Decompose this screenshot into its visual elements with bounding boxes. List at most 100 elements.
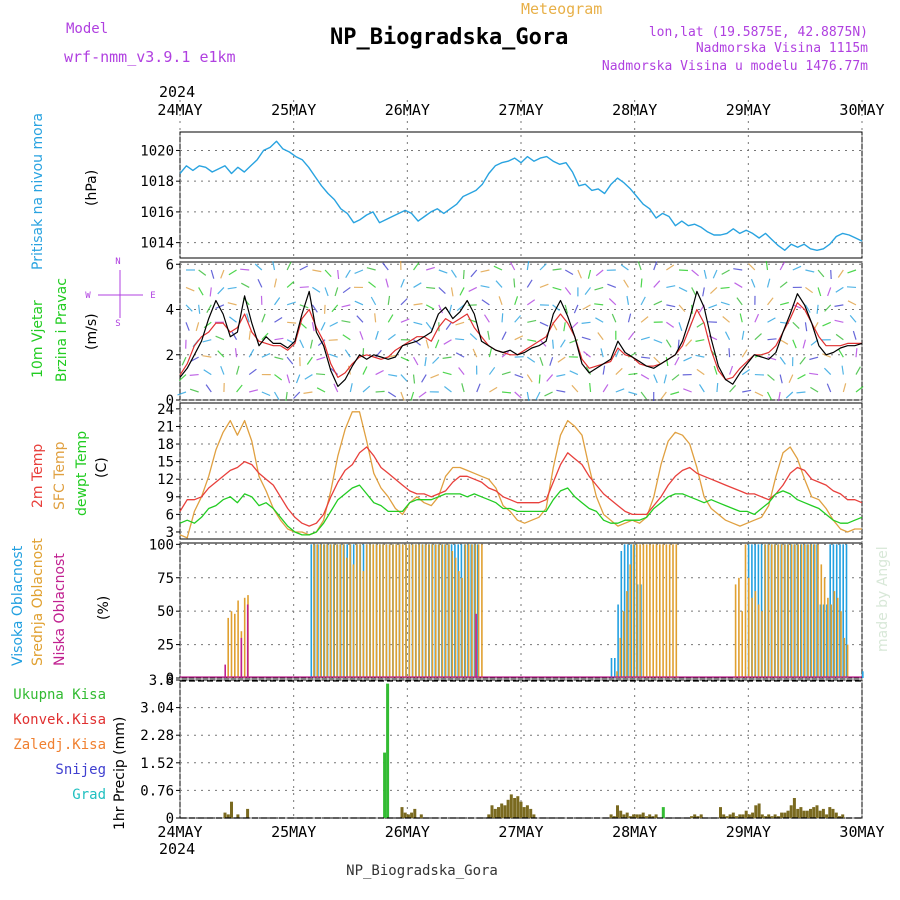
cloud-bar bbox=[474, 544, 477, 678]
wind-barb bbox=[272, 261, 276, 271]
precip-bar bbox=[722, 814, 726, 818]
wind-barb bbox=[328, 339, 338, 341]
y-tick-label: 50 bbox=[157, 604, 174, 620]
wind-barb bbox=[241, 282, 250, 288]
cloud-bar bbox=[633, 544, 636, 678]
x-tick-label-top: 28MAY bbox=[612, 101, 657, 119]
cloud-bar bbox=[833, 591, 836, 678]
wind-barb bbox=[589, 382, 592, 393]
cloud-bar bbox=[475, 613, 477, 678]
wind-barb bbox=[671, 374, 680, 381]
wind-barb bbox=[733, 268, 743, 271]
cloud-bar bbox=[846, 644, 849, 678]
wind-barb bbox=[198, 304, 201, 314]
precip-bar bbox=[770, 816, 774, 818]
cloud-bar bbox=[623, 544, 626, 678]
wind-barb bbox=[235, 365, 240, 375]
wind-barbs bbox=[177, 260, 864, 402]
wind-barb bbox=[345, 269, 351, 279]
wind-barb bbox=[838, 349, 844, 358]
wind-barb bbox=[413, 262, 420, 271]
wind-barb bbox=[594, 303, 604, 306]
dewpt-ylabel: dewpt Temp bbox=[74, 431, 90, 516]
cloud-bar bbox=[741, 611, 743, 678]
wind-barb bbox=[724, 331, 731, 340]
wind-barb bbox=[450, 287, 454, 297]
wind-barb bbox=[202, 355, 212, 358]
cloud-bar bbox=[822, 604, 825, 678]
cloud-bar bbox=[617, 604, 619, 678]
precip-bar bbox=[403, 812, 407, 818]
wind-barb bbox=[299, 286, 309, 289]
cloud-bar bbox=[614, 658, 616, 678]
wind-barb bbox=[678, 269, 689, 272]
wind-barb bbox=[426, 286, 436, 289]
wind-barb bbox=[257, 279, 263, 288]
precip-bar bbox=[693, 814, 697, 818]
precip-bar bbox=[651, 816, 655, 818]
cloud-bar bbox=[234, 613, 236, 678]
wind-barb bbox=[713, 365, 718, 375]
wind-barb bbox=[190, 356, 199, 362]
cloud-bars bbox=[180, 544, 864, 678]
pressure-line bbox=[179, 140, 863, 252]
precip-bar bbox=[503, 805, 507, 818]
y-tick-label: 25 bbox=[157, 638, 174, 654]
wind-barb bbox=[426, 266, 435, 271]
x-tick-label-bottom: 26MAY bbox=[385, 823, 430, 841]
cloud-bar bbox=[481, 544, 483, 678]
precip-bar bbox=[246, 808, 250, 818]
precip-bar bbox=[767, 814, 771, 818]
lonlat-label: lon,lat (19.5875E, 42.8875N) bbox=[649, 25, 868, 40]
cloud-bar bbox=[642, 544, 645, 678]
wind-barb bbox=[303, 391, 313, 394]
precip-conv-legend: Konvek.Kisa bbox=[13, 712, 106, 728]
wind-barb bbox=[228, 269, 237, 276]
wind-barb bbox=[434, 339, 440, 349]
wind-barb bbox=[739, 313, 743, 323]
wind-barb bbox=[493, 265, 503, 271]
wind-barb bbox=[822, 353, 831, 358]
model-label: Model bbox=[66, 21, 108, 37]
wind-barb bbox=[287, 321, 297, 324]
wind-barb bbox=[683, 356, 692, 362]
cloud-bar bbox=[820, 564, 823, 678]
y-tick-label: 75 bbox=[157, 571, 174, 587]
wind-barb bbox=[552, 268, 562, 271]
precip-bar bbox=[760, 814, 764, 818]
cloud-bar bbox=[675, 544, 678, 678]
wind-barb bbox=[779, 356, 786, 365]
wind-barb bbox=[581, 336, 591, 341]
precip-bar bbox=[513, 798, 517, 818]
wind-barb bbox=[852, 330, 857, 340]
wind-barb bbox=[666, 285, 676, 289]
precip-bar bbox=[500, 803, 504, 818]
cloud-bar bbox=[830, 604, 832, 678]
wind-barb bbox=[468, 286, 478, 292]
wind-barb bbox=[273, 278, 277, 288]
wind-barb bbox=[678, 286, 688, 292]
compass-south: S bbox=[115, 319, 120, 329]
wind-barb bbox=[556, 389, 566, 393]
wind-barb bbox=[623, 279, 629, 288]
precip-bar bbox=[628, 816, 632, 818]
wind-barb bbox=[826, 383, 832, 393]
wind-barb bbox=[488, 348, 492, 358]
precip-bar bbox=[825, 814, 829, 818]
wind-barb bbox=[792, 339, 797, 349]
cloud-bar bbox=[787, 544, 790, 678]
wind-barb bbox=[716, 382, 719, 393]
pressure-ylabel: Pritisak na nivou mora bbox=[30, 113, 46, 270]
cloud-bar bbox=[829, 544, 831, 678]
wind-barb bbox=[804, 304, 811, 313]
wind-barb bbox=[767, 297, 774, 306]
precip-unit: 1hr Precip (mm) bbox=[112, 717, 128, 830]
wind-barb bbox=[539, 321, 549, 327]
cloud-bar bbox=[313, 544, 315, 678]
wind-barb bbox=[526, 299, 536, 306]
wind-barb bbox=[766, 391, 773, 401]
cloud-bar bbox=[454, 557, 457, 678]
wind-barb bbox=[583, 351, 591, 358]
x-tick-label-top: 26MAY bbox=[385, 101, 430, 119]
wind-barb bbox=[342, 286, 351, 294]
